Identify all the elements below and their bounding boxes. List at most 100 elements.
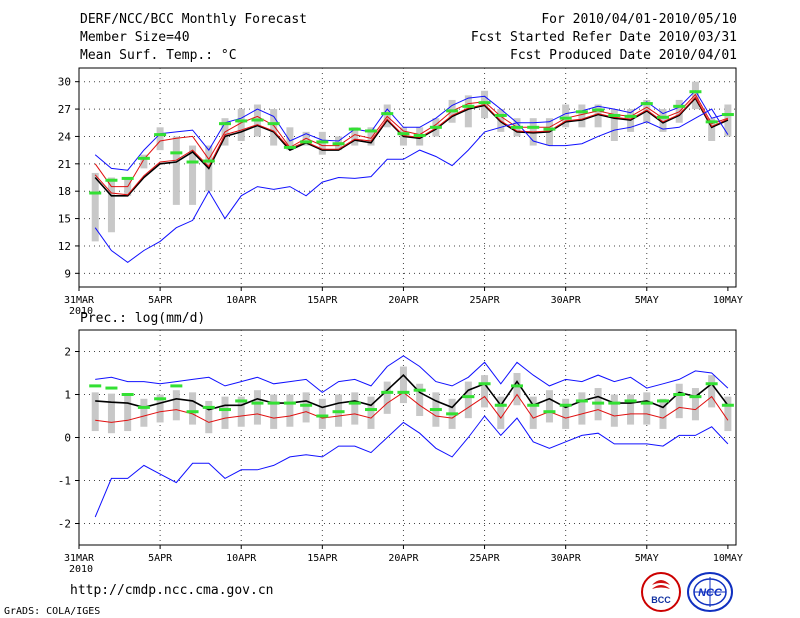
temp-spread-bar: [91, 172, 99, 242]
temp-x-tick-label: 25APR: [470, 295, 501, 306]
temp-spread-bar: [270, 109, 278, 146]
temp-x-tick-label: 5APR: [148, 295, 173, 306]
temp-spread-bar: [594, 104, 602, 128]
temp-y-tick-label: 12: [58, 240, 71, 253]
source-url[interactable]: http://cmdp.ncc.cma.gov.cn: [70, 583, 274, 598]
prec-spread-bar: [351, 392, 359, 425]
prec-spread-bar: [610, 394, 618, 427]
prec-spread-bar: [513, 373, 521, 406]
temp-series-lower-bound: [94, 96, 729, 196]
prec-x-tick-year: 2010: [69, 564, 93, 575]
temp-spread-bar: [578, 104, 586, 128]
temp-spread-bar: [237, 109, 245, 141]
temp-y-tick-label: 21: [58, 158, 71, 171]
prec-x-tick-label: 25APR: [470, 553, 501, 564]
prec-spread-bar: [416, 383, 424, 416]
precip-variable-label: Prec.: log(mm/d): [80, 311, 206, 326]
temp-spread-bar: [172, 136, 180, 205]
prec-spread-bar: [627, 394, 635, 425]
prec-spread-bar: [286, 394, 294, 427]
temp-spread-bar: [562, 104, 570, 128]
temp-spread-bar: [610, 109, 618, 141]
prec-x-tick-label: 10APR: [226, 553, 257, 564]
prec-spread-bar: [318, 398, 326, 429]
bcc-logo: BCC: [641, 572, 681, 612]
temp-variable-label: Mean Surf. Temp.: °C: [80, 48, 237, 63]
bcc-logo-text: BCC: [651, 595, 671, 605]
prec-spread-bar: [253, 390, 261, 425]
prec-spread-bar: [675, 383, 683, 419]
prec-spread-bar: [156, 394, 164, 423]
prec-spread-bar: [367, 396, 375, 429]
prec-spread-bar: [124, 394, 132, 432]
prec-x-tick-label: 20APR: [388, 553, 419, 564]
temp-y-tick-label: 18: [58, 185, 71, 198]
chart-title: DERF/NCC/BCC Monthly Forecast: [80, 12, 307, 27]
temp-spread-bar: [140, 154, 148, 169]
ncc-logo-text: NCC: [698, 587, 723, 599]
prec-y-tick-label: -1: [58, 475, 71, 488]
prec-spread-bar: [205, 400, 213, 434]
prec-y-tick-label: 2: [64, 346, 71, 359]
prec-spread-bar: [659, 398, 667, 429]
prec-series-ensemble-max: [95, 355, 729, 394]
prec-spread-bar: [691, 388, 699, 421]
prec-x-tick-label: 30APR: [551, 553, 582, 564]
prec-spread-bar: [383, 381, 391, 414]
prec-spread-bar: [107, 393, 115, 434]
prec-x-tick-label: 10MAY: [713, 553, 743, 564]
temp-series-ensemble-max: [94, 89, 729, 171]
prec-x-tick-label: 31MAR: [64, 553, 95, 564]
temp-x-tick-label: 10APR: [226, 295, 257, 306]
temp-x-tick-label: 10MAY: [713, 295, 743, 306]
prec-spread-bar: [481, 375, 489, 408]
prec-x-tick-label: 5MAY: [635, 553, 659, 564]
temp-x-tick-label: 5MAY: [635, 295, 659, 306]
prec-spread-bar: [578, 392, 586, 425]
prec-spread-bar: [302, 392, 310, 423]
temp-y-tick-label: 30: [58, 76, 71, 89]
prec-y-tick-label: -2: [58, 518, 71, 531]
temp-x-tick-label: 31MAR: [64, 295, 95, 306]
prec-spread-bar: [221, 396, 229, 429]
prec-plot-frame: [78, 329, 737, 546]
temp-spread-bar: [156, 127, 164, 151]
fcst-started-date: Fcst Started Refer Date 2010/03/31: [470, 30, 737, 45]
temp-x-tick-label: 30APR: [551, 295, 582, 306]
forecast-period: For 2010/04/01-2010/05/10: [541, 12, 737, 27]
prec-spread-bar: [399, 366, 407, 404]
temp-y-tick-label: 24: [58, 130, 72, 143]
temp-spread-bar: [286, 127, 294, 151]
prec-spread-bar: [643, 392, 651, 425]
temp-spread-bar: [107, 177, 115, 233]
prec-spread-bar: [172, 390, 180, 421]
prec-x-tick-label: 5APR: [148, 553, 173, 564]
temp-y-tick-label: 27: [58, 103, 71, 116]
prec-spread-bar: [562, 398, 570, 429]
temp-spread-bar: [708, 118, 716, 141]
temp-spread-bar: [351, 127, 359, 146]
prec-spread-bar: [189, 392, 197, 425]
prec-y-tick-label: 1: [64, 389, 71, 402]
temp-spread-bar: [189, 145, 197, 205]
temp-spread-bar: [659, 109, 667, 132]
prec-spread-bar: [91, 392, 99, 432]
temp-x-tick-year: 2010: [69, 306, 93, 317]
temp-x-tick-label: 15APR: [307, 295, 338, 306]
prec-spread-bar: [708, 375, 716, 408]
prec-spread-bar: [270, 394, 278, 429]
temp-y-tick-label: 15: [58, 213, 71, 226]
prec-series-ensemble-mean: [95, 373, 729, 411]
temp-x-tick-label: 20APR: [388, 295, 419, 306]
prec-y-tick-label: 0: [64, 432, 71, 445]
temp-plot-frame: [78, 67, 737, 288]
prec-x-tick-label: 15APR: [307, 553, 338, 564]
prec-spread-bar: [464, 381, 472, 419]
temp-series-ensemble-mean: [94, 96, 729, 197]
prec-series-ensemble-min: [94, 415, 729, 518]
prec-series-mean-red: [95, 391, 729, 423]
member-size: Member Size=40: [80, 30, 190, 45]
temp-series-ensemble-min: [94, 108, 729, 264]
prec-spread-bar: [497, 396, 505, 429]
